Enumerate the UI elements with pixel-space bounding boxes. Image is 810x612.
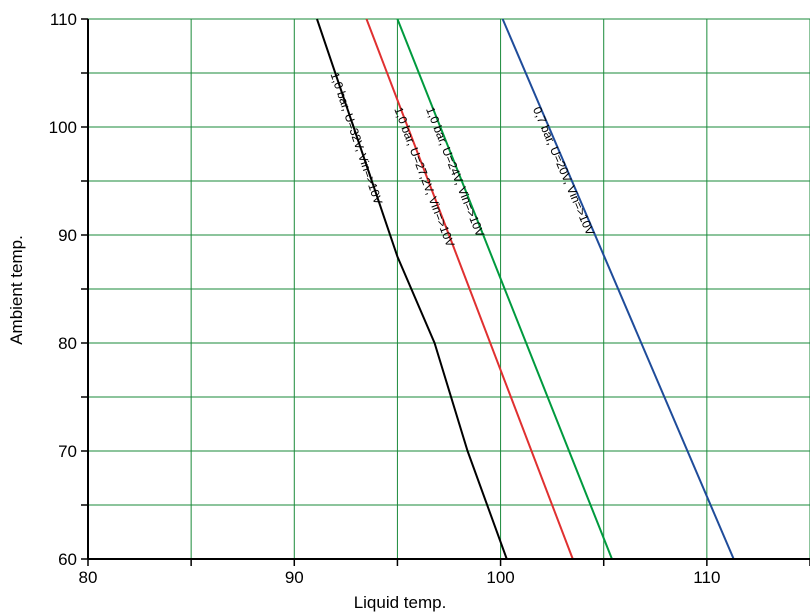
- series-line: [316, 18, 508, 560]
- axes: [81, 18, 810, 566]
- x-tick-label: 100: [486, 568, 514, 587]
- x-tick-label: 90: [285, 568, 304, 587]
- y-axis-title: Ambient temp.: [7, 235, 26, 345]
- series-label: 1,0 bar, U=32V, Vin=>10V: [328, 70, 386, 206]
- tick-labels: 80 90 100 110 60 70 80 90 100 110 1,0 bar, U=32V, …: [49, 10, 721, 587]
- series-label: 0,7 bar, U=20V, Vin=>10V: [530, 105, 597, 238]
- y-tick-label: 60: [58, 550, 77, 569]
- y-tick-label: 90: [58, 226, 77, 245]
- y-tick-label: 100: [49, 118, 77, 137]
- series-line: [365, 18, 574, 560]
- y-tick-label: 70: [58, 442, 77, 461]
- x-axis-title: Liquid temp.: [354, 593, 447, 612]
- grid: [88, 18, 810, 559]
- series-line: [396, 18, 613, 560]
- series-line: [501, 18, 735, 560]
- y-tick-label: 110: [50, 10, 77, 29]
- series-label: 1,0 bar, U=24V, Vin=>10V: [423, 105, 487, 239]
- y-tick-label: 80: [58, 334, 77, 353]
- series-layer: [316, 18, 735, 560]
- x-tick-label: 110: [693, 568, 720, 587]
- x-tick-label: 80: [79, 568, 98, 587]
